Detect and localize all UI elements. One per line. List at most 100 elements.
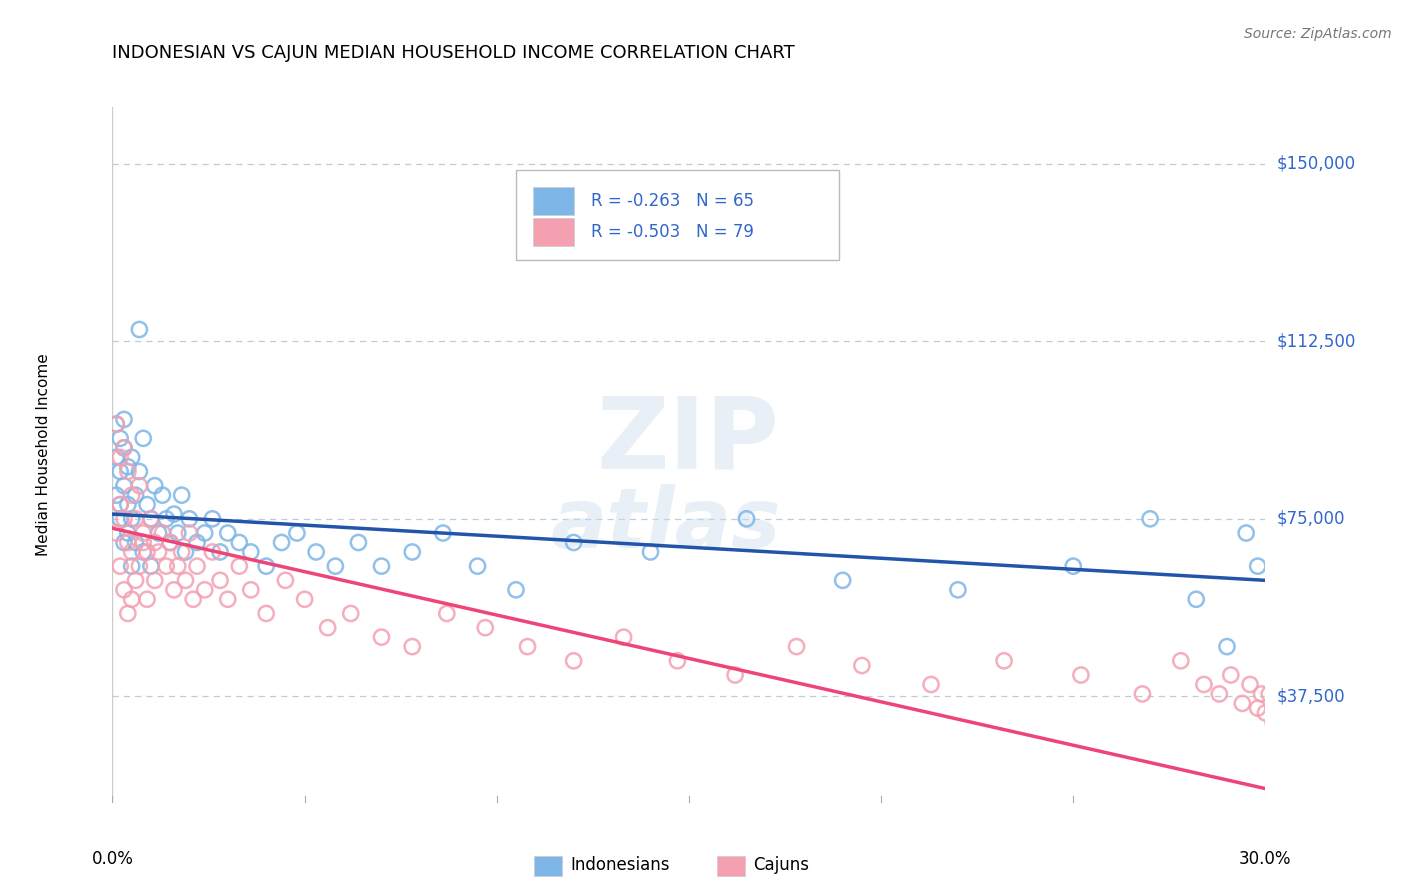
Point bbox=[174, 574, 197, 588]
Point bbox=[152, 526, 174, 541]
Point bbox=[148, 545, 170, 559]
Point bbox=[143, 535, 166, 549]
Point bbox=[1192, 677, 1215, 691]
Point bbox=[339, 607, 361, 621]
Point bbox=[735, 512, 758, 526]
Point bbox=[1185, 592, 1208, 607]
Point bbox=[121, 488, 143, 502]
Point bbox=[228, 559, 250, 574]
Point bbox=[159, 535, 181, 549]
Point bbox=[239, 545, 262, 559]
Text: Cajuns: Cajuns bbox=[754, 856, 810, 874]
Point bbox=[401, 640, 423, 654]
Point bbox=[516, 640, 538, 654]
Text: Median Household Income: Median Household Income bbox=[35, 353, 51, 557]
Point bbox=[117, 535, 139, 549]
Point bbox=[132, 545, 155, 559]
Point bbox=[179, 512, 201, 526]
Point bbox=[121, 545, 143, 559]
Point bbox=[1219, 668, 1241, 682]
Point bbox=[121, 450, 143, 465]
Point bbox=[505, 582, 527, 597]
Point bbox=[155, 559, 177, 574]
Text: atlas: atlas bbox=[551, 484, 782, 565]
Text: 30.0%: 30.0% bbox=[1239, 850, 1292, 868]
Text: INDONESIAN VS CAJUN MEDIAN HOUSEHOLD INCOME CORRELATION CHART: INDONESIAN VS CAJUN MEDIAN HOUSEHOLD INC… bbox=[112, 45, 796, 62]
Point bbox=[108, 431, 131, 445]
Point bbox=[155, 512, 177, 526]
Point bbox=[1239, 677, 1261, 691]
Point bbox=[467, 559, 489, 574]
Point bbox=[166, 526, 188, 541]
Point bbox=[170, 545, 193, 559]
Point bbox=[105, 450, 128, 465]
Point bbox=[294, 592, 316, 607]
Point bbox=[186, 535, 208, 549]
Point bbox=[112, 512, 135, 526]
Point bbox=[139, 559, 162, 574]
Point bbox=[1062, 559, 1084, 574]
Text: $150,000: $150,000 bbox=[1277, 155, 1355, 173]
Point bbox=[124, 574, 146, 588]
Point bbox=[108, 498, 131, 512]
Point bbox=[143, 478, 166, 492]
Point bbox=[112, 478, 135, 492]
Point bbox=[194, 526, 217, 541]
Point bbox=[228, 535, 250, 549]
Point bbox=[1234, 526, 1257, 541]
Point bbox=[666, 654, 689, 668]
Point bbox=[159, 535, 181, 549]
Point bbox=[112, 582, 135, 597]
Point bbox=[1312, 744, 1334, 758]
Point bbox=[194, 582, 217, 597]
Point bbox=[201, 512, 224, 526]
Point bbox=[124, 488, 146, 502]
Point bbox=[128, 478, 150, 492]
Point bbox=[562, 654, 585, 668]
Point bbox=[474, 621, 496, 635]
Point bbox=[163, 582, 186, 597]
Point bbox=[851, 658, 873, 673]
Point bbox=[166, 559, 188, 574]
Point bbox=[128, 465, 150, 479]
Point bbox=[105, 526, 128, 541]
Point bbox=[613, 630, 636, 644]
Point bbox=[108, 512, 131, 526]
Point bbox=[143, 574, 166, 588]
Point bbox=[316, 621, 339, 635]
Point bbox=[181, 592, 204, 607]
Point bbox=[152, 488, 174, 502]
Point bbox=[117, 607, 139, 621]
Point bbox=[124, 535, 146, 549]
Point bbox=[132, 535, 155, 549]
Point bbox=[117, 498, 139, 512]
Point bbox=[401, 545, 423, 559]
Point bbox=[1208, 687, 1230, 701]
Point bbox=[209, 545, 232, 559]
Text: $112,500: $112,500 bbox=[1277, 333, 1355, 351]
Point bbox=[1301, 724, 1323, 739]
Point bbox=[128, 322, 150, 336]
FancyBboxPatch shape bbox=[533, 219, 574, 246]
Point bbox=[121, 592, 143, 607]
Point bbox=[112, 441, 135, 455]
Point bbox=[112, 535, 135, 549]
Point bbox=[1170, 654, 1192, 668]
Text: R = -0.503   N = 79: R = -0.503 N = 79 bbox=[591, 223, 754, 241]
Point bbox=[148, 526, 170, 541]
Point bbox=[270, 535, 292, 549]
Point bbox=[105, 488, 128, 502]
Point bbox=[121, 512, 143, 526]
Point bbox=[139, 512, 162, 526]
Point bbox=[1265, 701, 1288, 715]
Point bbox=[640, 545, 662, 559]
Point bbox=[112, 412, 135, 426]
Point bbox=[1216, 640, 1239, 654]
Point bbox=[117, 526, 139, 541]
Point bbox=[170, 488, 193, 502]
Point bbox=[1261, 715, 1284, 730]
Point bbox=[1132, 687, 1154, 701]
Point bbox=[108, 465, 131, 479]
Point bbox=[108, 559, 131, 574]
Text: $75,000: $75,000 bbox=[1277, 510, 1346, 528]
